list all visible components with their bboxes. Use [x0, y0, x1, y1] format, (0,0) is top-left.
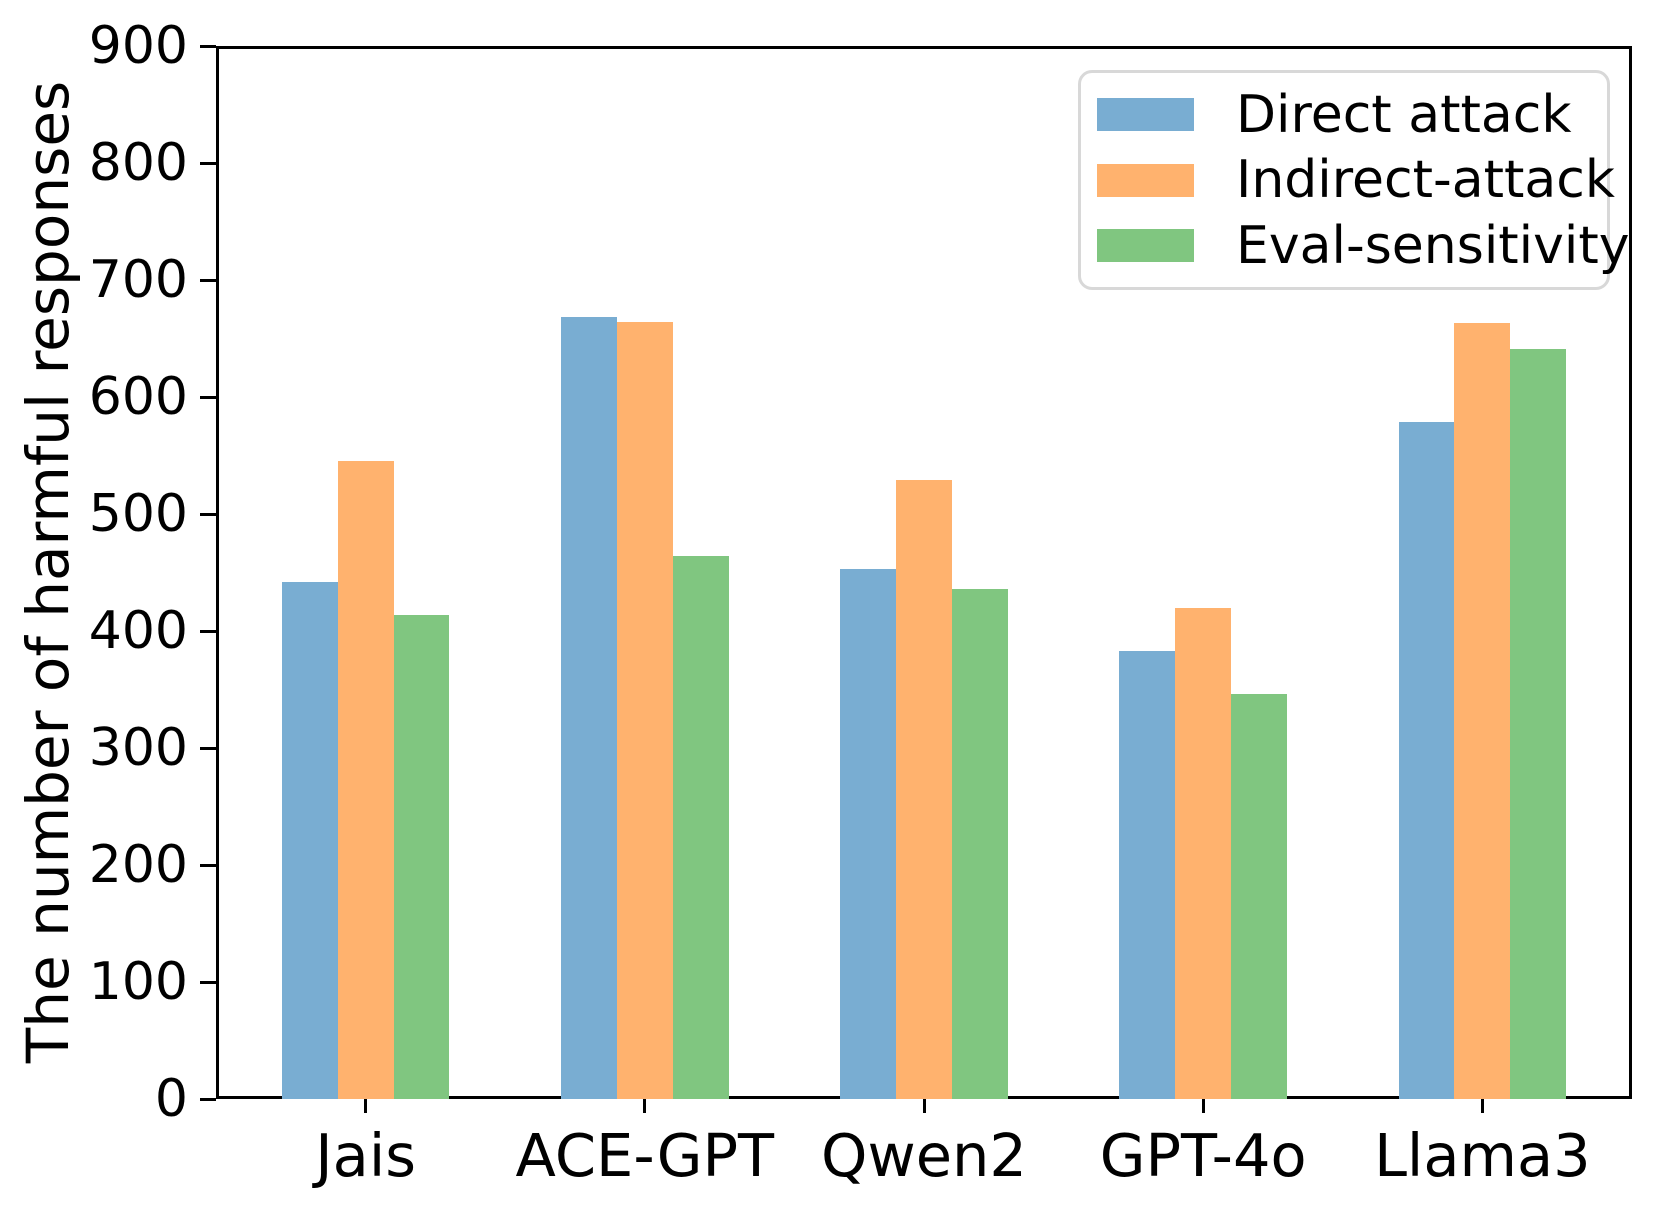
bar-llama3-indirect-attack	[1454, 323, 1511, 1099]
x-tick-label-ace-gpt: ACE-GPT	[515, 1121, 775, 1190]
legend-label-direct-attack: Direct attack	[1236, 84, 1572, 145]
y-tick-label-200: 200	[88, 835, 188, 895]
bar-qwen2-direct-attack	[840, 568, 897, 1099]
y-tick-label-800: 800	[88, 133, 188, 193]
y-tick-label-100: 100	[88, 952, 188, 1012]
x-tick-mark-jais	[364, 1099, 368, 1113]
y-tick-label-700: 700	[88, 250, 188, 310]
x-tick-label-jais: Jais	[315, 1121, 416, 1190]
legend: Direct attack Indirect-attack Eval-sensiti…	[1078, 70, 1630, 290]
y-tick-mark-400	[200, 629, 216, 633]
bar-ace-gpt-eval-sensitivity	[672, 556, 729, 1099]
legend-item-direct-attack: Direct attack	[1081, 87, 1607, 143]
legend-item-indirect-attack: Indirect-attack	[1081, 152, 1615, 208]
bar-jais-eval-sensitivity	[393, 614, 450, 1099]
y-tick-mark-200	[200, 863, 216, 867]
bar-qwen2-indirect-attack	[896, 480, 952, 1099]
y-tick-mark-500	[200, 512, 216, 516]
y-tick-label-0: 0	[154, 1069, 188, 1129]
y-tick-mark-700	[200, 278, 216, 282]
x-tick-label-llama3: Llama3	[1374, 1121, 1591, 1190]
legend-swatch-direct-attack	[1097, 98, 1194, 131]
bar-gpt-4o-direct-attack	[1119, 650, 1176, 1099]
legend-swatch-eval-sensitivity	[1097, 229, 1194, 262]
x-tick-label-gpt-4o: GPT-4o	[1099, 1121, 1307, 1190]
legend-label-indirect-attack: Indirect-attack	[1236, 150, 1615, 210]
legend-item-eval-sensitivity: Eval-sensitivity	[1081, 218, 1630, 274]
y-tick-mark-0	[200, 1097, 216, 1101]
y-tick-label-300: 300	[88, 718, 188, 778]
bar-ace-gpt-direct-attack	[561, 317, 617, 1099]
y-tick-label-900: 900	[88, 16, 188, 76]
bar-gpt-4o-indirect-attack	[1175, 607, 1232, 1099]
y-tick-label-500: 500	[88, 484, 188, 544]
bar-qwen2-eval-sensitivity	[951, 588, 1008, 1099]
y-tick-mark-600	[200, 395, 216, 399]
bar-gpt-4o-eval-sensitivity	[1231, 694, 1287, 1099]
bar-llama3-direct-attack	[1398, 421, 1455, 1099]
y-tick-mark-100	[200, 980, 216, 984]
y-tick-mark-300	[200, 746, 216, 750]
x-tick-label-qwen2: Qwen2	[821, 1121, 1027, 1190]
bar-ace-gpt-indirect-attack	[616, 322, 673, 1099]
x-tick-mark-qwen2	[922, 1099, 926, 1113]
x-tick-mark-gpt-4o	[1201, 1099, 1205, 1113]
bar-jais-indirect-attack	[337, 461, 394, 1099]
y-tick-label-400: 400	[88, 601, 188, 661]
y-tick-label-600: 600	[88, 367, 188, 427]
y-tick-mark-800	[200, 161, 216, 165]
x-tick-mark-llama3	[1480, 1099, 1484, 1113]
y-tick-mark-900	[200, 44, 216, 48]
bar-jais-direct-attack	[281, 581, 338, 1099]
legend-swatch-indirect-attack	[1097, 163, 1194, 197]
bar-llama3-eval-sensitivity	[1510, 349, 1567, 1099]
x-tick-mark-ace-gpt	[643, 1099, 647, 1113]
legend-label-eval-sensitivity: Eval-sensitivity	[1236, 215, 1630, 276]
